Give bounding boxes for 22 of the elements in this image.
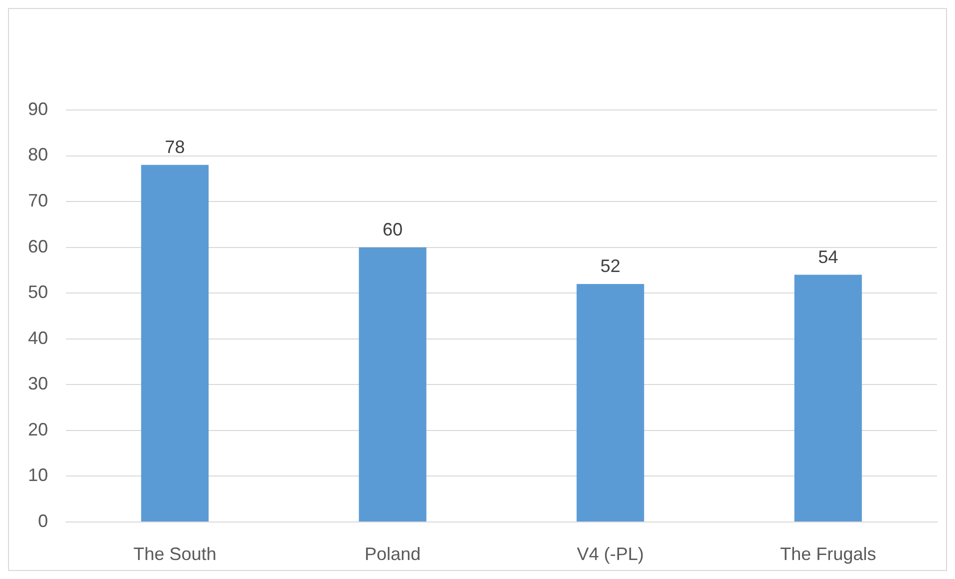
y-tick-label: 50: [28, 282, 48, 302]
data-label: 54: [818, 246, 838, 267]
x-tick-label: Poland: [364, 544, 421, 564]
data-label: 78: [164, 136, 185, 157]
x-tick-label: The Frugals: [780, 544, 876, 564]
y-tick-label: 10: [28, 465, 48, 486]
bar: [358, 247, 426, 522]
data-label: 60: [382, 219, 403, 240]
y-tick-label: 30: [28, 374, 48, 394]
data-label: 52: [600, 256, 620, 276]
y-tick-label: 60: [28, 236, 48, 256]
y-tick-label: 70: [28, 190, 48, 211]
bar: [576, 284, 644, 522]
x-tick-label: The South: [133, 544, 216, 564]
y-tick-label: 90: [28, 98, 48, 119]
y-tick-label: 80: [28, 144, 48, 165]
y-tick-label: 40: [28, 328, 48, 348]
bar: [141, 164, 209, 522]
y-tick-label: 20: [28, 419, 48, 440]
x-tick-label: V4 (-PL): [576, 544, 644, 564]
y-tick-label: 0: [38, 510, 48, 531]
bar: [794, 274, 862, 522]
